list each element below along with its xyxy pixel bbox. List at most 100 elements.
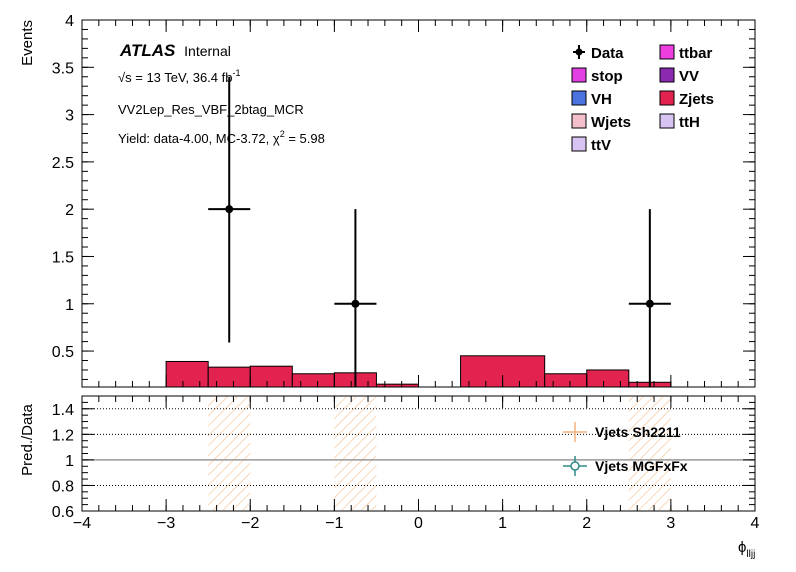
xtick-label-7: 3 [666,515,675,532]
x-axis-label: ϕ [738,539,746,556]
uncertainty-band-1 [334,397,377,510]
svg-text:ATLAS Internal: ATLAS Internal [119,41,231,60]
main-ytick-label-7: 4 [65,13,74,30]
ratio-y-axis-label: Pred./Data [19,403,36,475]
zjets-bin-7 [544,373,588,388]
legend-label-vh: VH [591,91,612,108]
zjets-histogram [165,355,672,388]
svg-text:√s = 13 TeV, 36.4 fb-1: √s = 13 TeV, 36.4 fb-1 [118,68,241,85]
main-plot-frame [81,19,756,388]
uncertainty-band-0 [208,397,251,510]
main-ytick-label-2: 1.5 [52,249,74,266]
zjets-bin-0 [165,360,209,388]
atlas-sublabel: Internal [184,43,231,59]
ratio-legend-item-0: Vjets Sh2211 [563,422,681,442]
ratio-ytick-label-1: 0.8 [52,478,74,495]
ratio-y-axis: 0.6 0.8 1 1.2 1.4 [52,402,755,521]
ratio-legend-item-1: Vjets MGFxFx [563,456,688,476]
yield-chi2-value: = 5.98 [285,131,325,146]
ratio-ytick-label-2: 1 [65,453,74,470]
xtick-label-1: −3 [157,515,175,532]
legend-swatch-wjets [571,113,587,129]
uncertainty-bands [208,397,671,510]
ratio-x-axis: −4 −3 −2 −1 0 1 2 3 4 [73,396,760,532]
svg-text:Yield: data-4.00, MC-3.72, χ2: Yield: data-4.00, MC-3.72, χ2 = 5.98 [118,129,325,146]
xtick-label-4: 0 [414,515,423,532]
uncertainty-band-2 [628,397,671,510]
zjets-bin-1 [207,366,251,388]
legend-label-zjets: Zjets [679,91,714,108]
legend-item-wjets: Wjets [571,113,631,131]
ratio-ytick-label-0: 0.6 [52,504,74,521]
xtick-label-0: −4 [73,515,91,532]
legend-swatch-tth [659,113,675,129]
main-y-axis: 0.5 1 1.5 2 2.5 3 3.5 4 [52,13,755,380]
xtick-label-6: 2 [582,515,591,532]
legend-item-tth: ttH [659,113,700,131]
legend-swatch-ttv [571,136,587,152]
legend-item-data: Data [573,45,624,62]
data-point-marker-0 [225,205,234,214]
main-ytick-label-0: 0.5 [52,344,74,361]
energy-lumi-sup: -1 [232,68,240,78]
data-point-2 [628,209,671,387]
main-ytick-label-4: 2.5 [52,155,74,172]
legend-swatch-vv [659,67,675,83]
main-ytick-label-6: 3.5 [52,60,74,77]
legend-swatch-ttbar [659,44,675,60]
xtick-label-2: −2 [241,515,259,532]
zjets-bin-2 [249,365,293,388]
legend-data-marker-dot [575,48,583,56]
legend-item-vv: VV [659,67,699,85]
ratio-ytick-label-4: 1.4 [52,402,74,419]
main-y-axis-label: Events [19,20,36,66]
ratio-ytick-label-3: 1.2 [52,427,74,444]
main-ytick-label-3: 2 [65,202,74,219]
data-points [208,76,671,387]
atlas-label: ATLAS [119,41,176,60]
data-point-marker-1 [351,299,360,308]
legend-item-vh: VH [571,90,612,108]
ratio-panel: 0.6 0.8 1 1.2 1.4 −4 −3 −2 −1 0 1 2 3 4 Pred./Data ϕ… [19,395,760,560]
energy-lumi-label: √s = 13 TeV, 36.4 fb [118,70,232,85]
legend-swatch-vh [571,90,587,106]
ratio-legend: Vjets Sh2211 Vjets MGFxFx [563,422,688,476]
main-x-ticks [81,20,756,387]
main-panel: 0.5 1 1.5 2 2.5 3 3.5 4 Events ATLAS Internal √… [19,13,756,388]
zjets-bin-8 [586,369,630,388]
ratio-legend-label-0: Vjets Sh2211 [595,424,681,440]
legend-swatch-stop [571,67,587,83]
xtick-label-5: 1 [498,515,507,532]
main-legend: Data ttbar stop VV VH Zjets Wjets ttH ttV [571,44,714,154]
legend-label-data: Data [591,45,624,62]
legend-label-vv: VV [679,68,699,85]
xtick-label-3: −1 [325,515,343,532]
data-point-marker-2 [645,299,654,308]
legend-item-ttv: ttV [571,136,611,154]
xtick-label-8: 4 [751,515,760,532]
legend-label-ttv: ttV [591,137,611,154]
ratio-legend-marker-circle-1 [570,461,580,471]
ratio-gridlines [82,408,755,486]
legend-label-wjets: Wjets [591,114,631,131]
main-ytick-label-1: 1 [65,297,74,314]
yield-chi2-sup: 2 [280,129,285,139]
data-point-1 [334,209,377,387]
legend-item-ttbar: ttbar [659,44,712,62]
legend-label-tth: ttH [679,114,700,131]
legend-label-stop: stop [591,68,623,85]
data-point-0 [208,76,251,343]
legend-swatch-zjets [659,90,675,106]
legend-item-zjets: Zjets [659,90,714,108]
zjets-bin-5 [375,383,419,388]
main-ytick-label-5: 3 [65,108,74,125]
yield-label: Yield: data-4.00, MC-3.72, χ [118,131,280,146]
region-label: VV2Lep_Res_VBF_2btag_MCR [118,102,304,117]
x-axis-label-sub: lljj [746,549,755,560]
svg-text:ϕlljj: ϕlljj [738,539,755,560]
legend-item-stop: stop [571,67,623,85]
ratio-legend-label-1: Vjets MGFxFx [595,458,688,474]
zjets-bin-3 [291,373,335,388]
legend-label-ttbar: ttbar [679,45,712,62]
